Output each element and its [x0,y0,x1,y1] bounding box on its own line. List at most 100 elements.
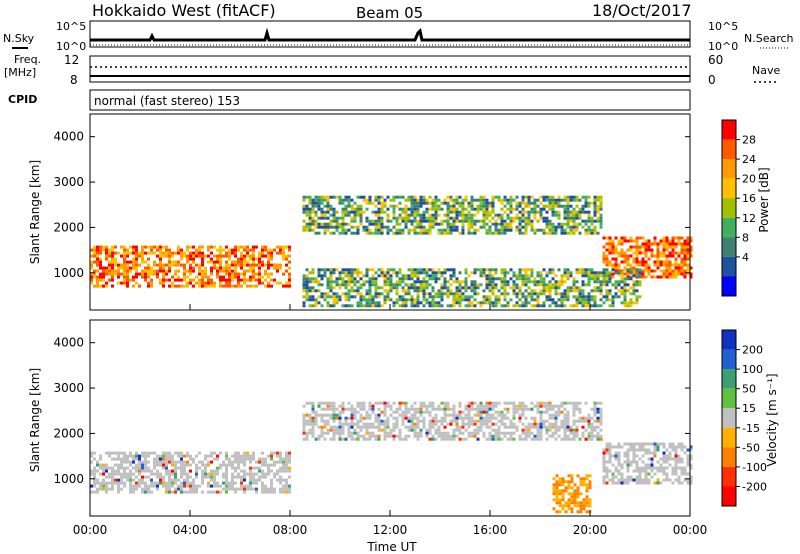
data-cell [252,478,255,482]
data-cell [500,292,504,296]
data-cell [267,469,270,473]
data-cell [329,207,333,211]
data-cell [335,416,339,420]
data-cell [656,469,660,473]
data-cell [314,410,318,414]
data-cell [500,410,504,414]
data-cell [590,295,594,299]
data-cell [558,477,562,481]
data-cell [416,407,420,411]
data-cell [488,219,492,223]
data-cell [150,472,153,476]
data-cell [225,278,228,282]
data-cell [341,407,345,411]
data-cell [617,280,621,284]
data-cell [503,277,507,281]
data-cell [401,301,405,305]
data-cell [302,219,306,223]
data-cell [153,460,156,464]
data-cell [96,278,99,282]
data-cell [485,422,489,426]
data-cell [575,198,579,202]
data-cell [476,407,480,411]
data-cell [264,254,267,258]
data-cell [588,486,592,490]
data-cell [350,219,354,223]
data-cell [668,445,672,449]
data-cell [374,271,378,275]
data-cell [653,445,657,449]
data-cell [635,481,639,485]
data-cell [210,266,213,270]
data-cell [566,204,570,208]
data-cell [114,272,117,276]
data-cell [668,478,672,482]
data-cell [249,478,252,482]
data-cell [464,286,468,290]
data-cell [392,268,396,272]
data-cell [572,404,576,408]
data-cell [500,437,504,441]
data-cell [285,284,288,288]
cpid-text: normal (fast stereo) 153 [94,94,240,108]
data-cell [416,289,420,293]
data-cell [368,201,372,205]
data-cell [344,295,348,299]
data-cell [189,251,192,255]
data-cell [162,275,165,279]
data-cell [579,483,583,487]
data-cell [608,280,612,284]
data-cell [638,280,642,284]
data-cell [620,260,624,264]
data-cell [117,275,120,279]
data-cell [686,242,690,246]
data-cell [659,269,663,273]
data-cell [593,413,597,417]
data-cell [428,216,432,220]
data-cell [311,434,315,438]
data-cell [302,225,306,229]
data-cell [485,201,489,205]
data-cell [359,419,363,423]
data-cell [180,475,183,479]
data-cell [216,457,219,461]
data-cell [305,401,309,405]
data-cell [689,275,693,279]
data-cell [380,225,384,229]
data-cell [530,271,534,275]
data-cell [443,434,447,438]
data-cell [120,466,123,470]
data-cell [611,481,615,485]
data-cell [686,266,690,270]
data-cell [174,278,177,282]
data-cell [425,201,429,205]
data-cell [587,204,591,208]
data-cell [201,490,204,494]
data-cell [401,289,405,293]
data-cell [617,454,621,458]
data-cell [638,448,642,452]
data-cell [255,481,258,485]
data-cell [320,210,324,214]
data-cell [449,195,453,199]
data-cell [569,425,573,429]
data-cell [545,298,549,302]
data-cell [114,463,117,467]
data-cell [335,425,339,429]
data-cell [422,198,426,202]
data-cell [677,466,681,470]
data-cell [177,478,180,482]
data-cell [554,413,558,417]
data-cell [377,213,381,217]
data-cell [219,248,222,252]
data-cell [500,213,504,217]
data-cell [341,213,345,217]
data-cell [521,437,525,441]
data-cell [237,275,240,279]
data-cell [530,407,534,411]
data-cell [587,216,591,220]
data-cell [539,292,543,296]
colorbar-segment [722,447,736,467]
data-cell [491,428,495,432]
data-cell [365,280,369,284]
